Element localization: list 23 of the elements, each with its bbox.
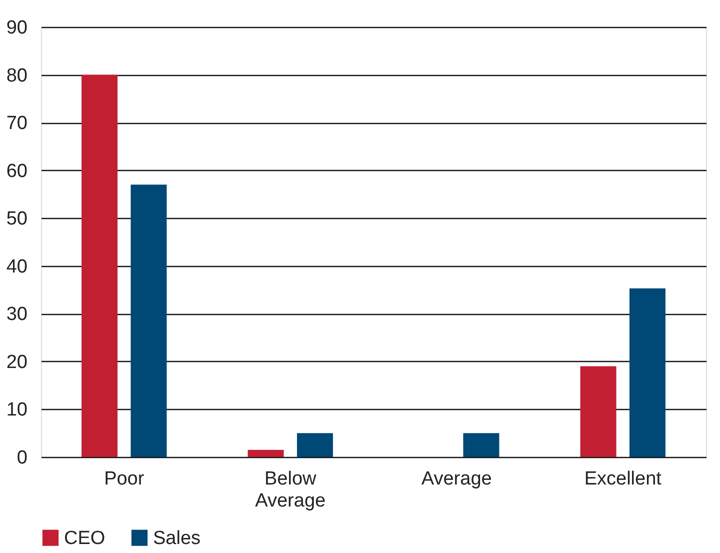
y-tick-label: 90: [6, 18, 28, 38]
y-tick-label: 20: [6, 352, 28, 373]
legend-label: Sales: [153, 528, 201, 549]
bar: [580, 366, 616, 457]
y-tick-label: 70: [6, 113, 28, 134]
x-tick-label: Average: [421, 468, 492, 490]
y-tick-label: 50: [6, 208, 28, 230]
bar: [463, 433, 500, 457]
y-tick-label: 30: [6, 304, 28, 326]
y-tick-label: 10: [6, 400, 28, 421]
legend-label: CEO: [64, 528, 106, 549]
bar: [296, 433, 333, 457]
y-tick-label: 80: [6, 65, 28, 86]
x-tick-label: Excellent: [584, 468, 662, 490]
x-tick-label: Below Average: [255, 468, 326, 512]
x-tick-label: Poor: [104, 468, 145, 490]
bar: [248, 450, 284, 457]
bar: [629, 288, 666, 457]
y-tick-label: 60: [6, 160, 28, 182]
y-tick-label: 0: [16, 448, 28, 468]
bar: [82, 74, 118, 457]
bar: [130, 184, 167, 457]
y-tick-label: 40: [6, 256, 28, 278]
